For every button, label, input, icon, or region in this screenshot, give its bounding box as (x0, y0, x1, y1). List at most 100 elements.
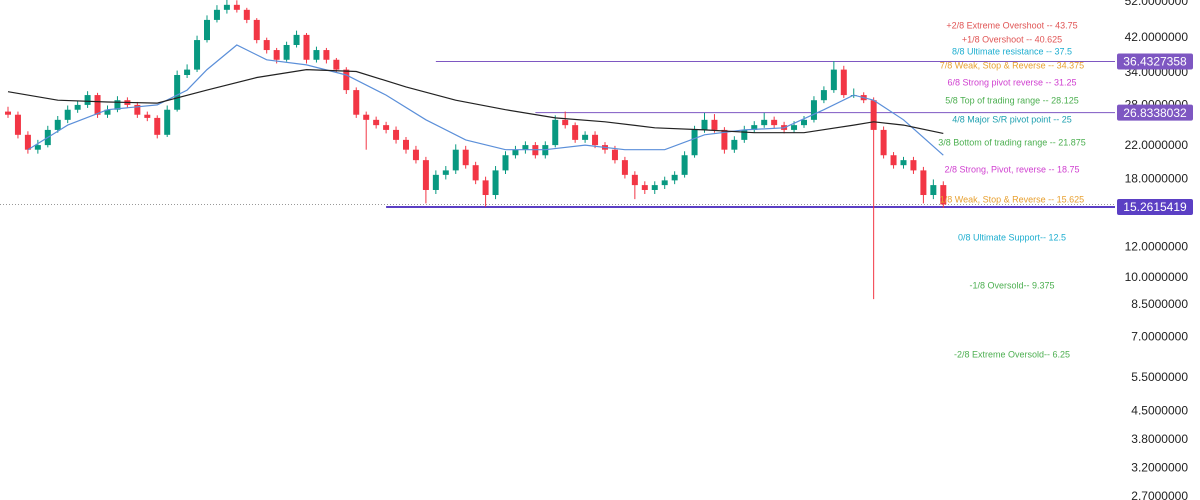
candle-body (213, 9, 220, 20)
candle-body (283, 44, 290, 60)
candle-body (472, 165, 479, 181)
level-label-box (1117, 53, 1193, 70)
level-note: -1/8 Oversold-- 9.375 (969, 280, 1054, 290)
candle-body (681, 155, 688, 175)
candle-body (343, 69, 350, 91)
candle-body (661, 180, 668, 186)
candle-body (741, 129, 748, 140)
level-note: 4/8 Major S/R pivot point -- 25 (952, 114, 1072, 124)
candle-body (243, 9, 250, 20)
level-label: 15.2615419 (1123, 200, 1187, 214)
candle-body (502, 155, 509, 171)
level-label: 26.8338032 (1123, 106, 1187, 120)
candle-body (482, 180, 489, 196)
candle-body (751, 125, 758, 130)
level-label: 36.4327358 (1123, 55, 1187, 69)
candle-body (611, 149, 618, 161)
candle-body (840, 69, 847, 96)
candle-body (940, 185, 947, 205)
candle-body (711, 119, 718, 130)
candle-body (134, 104, 141, 115)
y-tick-label: 3.8000000 (1131, 432, 1188, 446)
candle-body (204, 19, 210, 41)
candle-body (24, 134, 31, 150)
candle-body (801, 119, 807, 126)
candle-body (900, 160, 907, 166)
level-note: 6/8 Strong pivot reverse -- 31.25 (947, 77, 1076, 87)
moving-average (27, 44, 944, 156)
candle-body (194, 40, 201, 70)
candle-body (791, 125, 798, 130)
candle-body (552, 119, 559, 146)
candle-body (144, 114, 151, 118)
candle-body (363, 114, 370, 120)
candle-body (562, 119, 569, 126)
candle-body (771, 119, 778, 126)
candle-body (512, 149, 519, 156)
candle-body (592, 134, 599, 146)
candle-body (114, 100, 121, 110)
candle-body (154, 117, 161, 135)
candle-body (830, 69, 837, 91)
candle-body (910, 160, 917, 171)
candle-body (164, 109, 171, 135)
y-tick-label: 12.0000000 (1125, 239, 1189, 253)
level-note: +2/8 Extreme Overshoot -- 43.75 (946, 20, 1077, 30)
y-tick-label: 5.5000000 (1131, 370, 1188, 384)
y-tick-label: 2.7000000 (1131, 489, 1188, 500)
candle-body (721, 129, 728, 150)
candle-body (522, 145, 529, 150)
candle-body (313, 50, 320, 60)
candle-body (403, 139, 409, 150)
candle-body (432, 174, 439, 190)
moving-average (7, 68, 944, 134)
candle-body (174, 74, 181, 110)
candle-body (422, 160, 429, 190)
candle-body (94, 95, 101, 115)
candle-body (383, 125, 390, 130)
level-note: 2/8 Strong, Pivot, reverse -- 18.75 (944, 164, 1079, 174)
candle-body (452, 149, 459, 171)
candle-body (263, 40, 270, 51)
candle-body (442, 170, 449, 175)
candle-body (701, 119, 708, 130)
level-note: -2/8 Extreme Oversold-- 6.25 (954, 349, 1070, 359)
candle-body (412, 149, 419, 161)
candle-body (761, 119, 768, 126)
level-note: 0/8 Ultimate Support-- 12.5 (958, 232, 1066, 242)
candle-body (631, 174, 638, 186)
level-label-box (1117, 104, 1193, 121)
candle-body (810, 100, 817, 120)
candle-body (323, 50, 330, 60)
candle-body (223, 4, 230, 10)
candle-body (253, 19, 260, 41)
candle-body (184, 69, 191, 75)
candle-body (373, 119, 380, 126)
candle-body (820, 90, 827, 101)
level-note: 8/8 Ultimate resistance -- 37.5 (952, 46, 1072, 56)
candle-body (572, 125, 579, 140)
candle-body (293, 34, 300, 45)
candle-body (54, 119, 61, 130)
candle-body (74, 104, 81, 110)
candle-body (14, 114, 21, 135)
candle-body (731, 139, 738, 150)
y-tick-label: 8.5000000 (1131, 297, 1188, 311)
level-label-box (1117, 199, 1193, 216)
candle-body (651, 185, 658, 190)
level-note: +1/8 Overshoot -- 40.625 (962, 34, 1062, 44)
candle-body (920, 170, 927, 196)
candle-body (890, 155, 897, 166)
candle-body (671, 174, 678, 181)
level-note: 3/8 Bottom of trading range -- 21.875 (938, 137, 1086, 147)
candle-body (462, 149, 469, 166)
candle-body (34, 145, 41, 150)
level-note: 1/8 Weak, Stop & Reverse -- 15.625 (940, 194, 1084, 204)
candle-body (233, 4, 240, 10)
y-tick-label: 42.0000000 (1125, 30, 1189, 44)
y-tick-label: 22.0000000 (1125, 138, 1189, 152)
candle-body (870, 100, 877, 130)
candle-body (353, 90, 360, 115)
candle-body (492, 170, 499, 196)
